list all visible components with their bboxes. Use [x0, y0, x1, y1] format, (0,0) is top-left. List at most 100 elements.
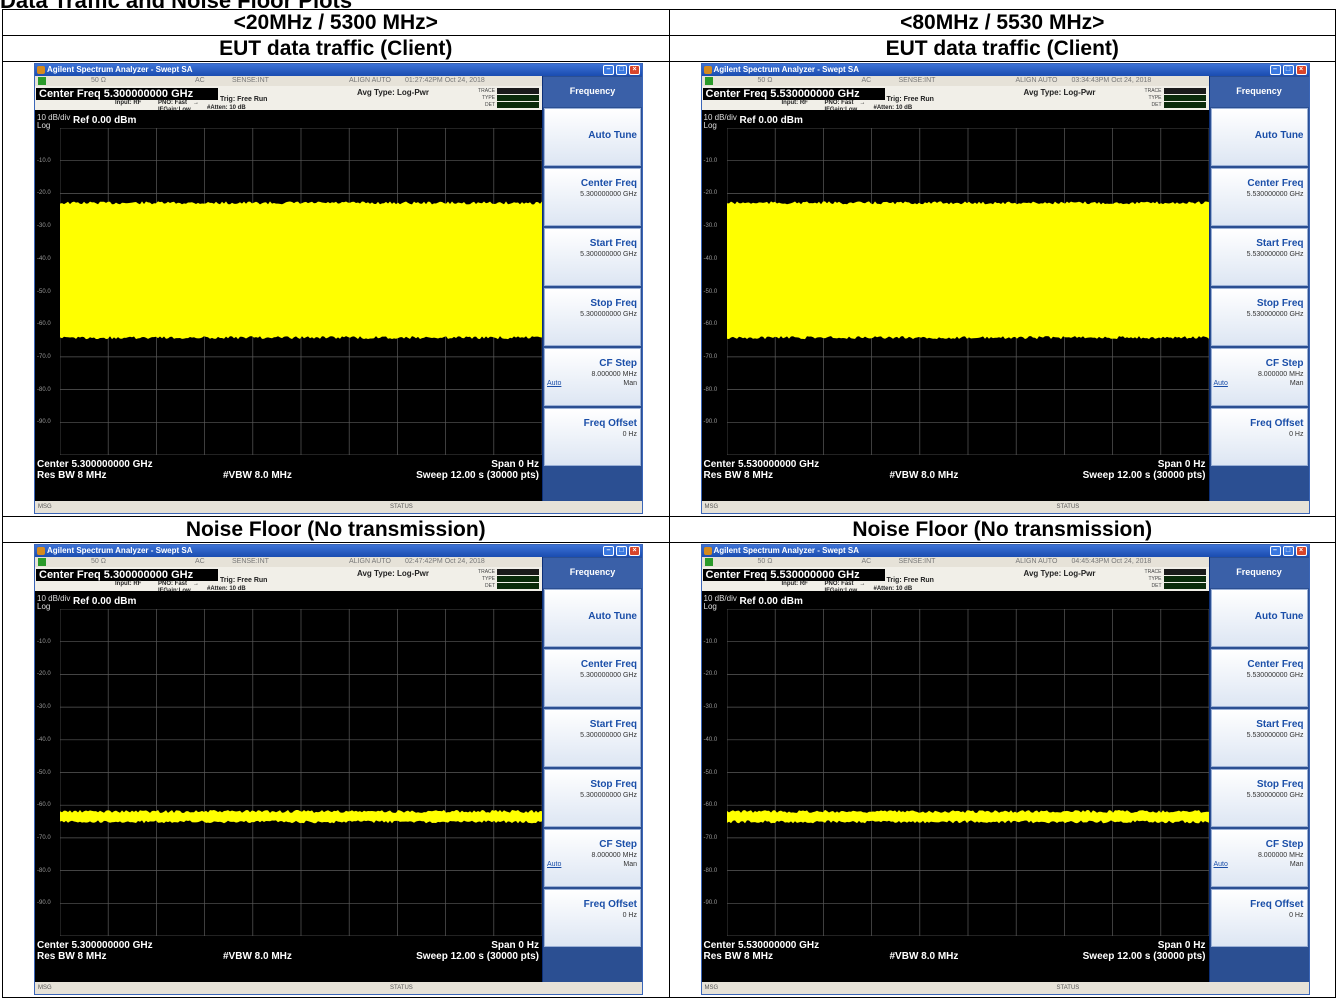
softkey-label: Start Freq [1256, 719, 1304, 730]
trace-det-box [1163, 102, 1206, 108]
softkey-freq-offset[interactable]: Freq Offset 0 Hz [1210, 408, 1308, 466]
softkey-cf-step[interactable]: CF Step 8.000000 MHz Auto Man [1210, 348, 1308, 406]
softkey-start-freq[interactable]: Start Freq 5.530000000 GHz [1210, 709, 1308, 767]
softkey-auto-option[interactable]: Auto [1213, 861, 1228, 868]
softkey-center-freq[interactable]: Center Freq 5.530000000 GHz [1210, 168, 1308, 226]
center-freq-display[interactable]: Center Freq 5.530000000 GHz [702, 88, 885, 100]
avg-type-label: Avg Type: Log-Pwr [357, 88, 429, 97]
close-icon[interactable]: × [1295, 65, 1307, 75]
maximize-icon[interactable]: □ [1282, 546, 1294, 556]
close-icon[interactable]: × [1295, 546, 1307, 556]
center-freq-display[interactable]: Center Freq 5.530000000 GHz [702, 569, 885, 581]
center-freq-display[interactable]: Center Freq 5.300000000 GHz [36, 88, 218, 100]
y-tick-label: -90.0 [703, 419, 718, 426]
softkey-label: Freq Offset [1250, 418, 1304, 429]
window-title-bar[interactable]: Agilent Spectrum Analyzer - Swept SA – □… [35, 545, 642, 557]
message-bar: MSG STATUS [35, 982, 642, 994]
app-icon [37, 547, 45, 555]
minimize-icon[interactable]: – [603, 65, 614, 75]
atten-label: #Atten: 10 dB [873, 586, 913, 592]
softkey-label: Auto Tune [588, 611, 637, 622]
graticule [726, 128, 1209, 455]
softkey-cf-step[interactable]: CF Step 8.000000 MHz Auto Man [544, 829, 641, 887]
softkey-label: Stop Freq [590, 298, 637, 309]
softkey-value: 8.000000 MHz [1257, 852, 1304, 859]
spectrum-analyzer-window: Agilent Spectrum Analyzer - Swept SA – □… [700, 63, 1310, 514]
softkey-value: 0 Hz [1289, 431, 1304, 438]
softkey-label: Freq Offset [583, 418, 637, 429]
softkey-auto-option[interactable]: Auto [547, 861, 562, 868]
menu-title-frequency[interactable]: Frequency [543, 558, 642, 588]
softkey-start-freq[interactable]: Start Freq 5.530000000 GHz [1210, 228, 1308, 286]
menu-title-frequency[interactable]: Frequency [543, 77, 642, 107]
footer-span: Span 0 Hz [491, 459, 539, 470]
trace-band [726, 201, 1209, 340]
softkey-value: 0 Hz [1289, 912, 1304, 919]
softkey-man-option[interactable]: Man [1289, 380, 1304, 387]
app-icon [703, 66, 712, 74]
close-icon[interactable]: × [629, 546, 640, 556]
window-title-bar[interactable]: Agilent Spectrum Analyzer - Swept SA – □… [35, 64, 642, 76]
softkey-man-option[interactable]: Man [1289, 861, 1304, 868]
y-tick-label: -60.0 [37, 321, 51, 328]
rl-indicator-icon [704, 77, 713, 85]
softkey-center-freq[interactable]: Center Freq 5.300000000 GHz [544, 168, 641, 226]
center-freq-display[interactable]: Center Freq 5.300000000 GHz [36, 569, 218, 581]
softkey-start-freq[interactable]: Start Freq 5.300000000 GHz [544, 709, 641, 767]
footer-span: Span 0 Hz [491, 940, 539, 951]
maximize-icon[interactable]: □ [616, 65, 627, 75]
softkey-auto-tune[interactable]: Auto Tune [544, 589, 641, 647]
softkey-stop-freq[interactable]: Stop Freq 5.530000000 GHz [1210, 288, 1308, 346]
y-tick-label: -30.0 [703, 704, 718, 711]
y-tick-label: -10.0 [703, 157, 718, 164]
status-label: STATUS [390, 985, 413, 991]
softkey-label: Center Freq [580, 659, 637, 670]
softkey-auto-tune[interactable]: Auto Tune [1210, 108, 1308, 166]
softkey-auto-tune[interactable]: Auto Tune [544, 108, 641, 166]
menu-title-frequency[interactable]: Frequency [1209, 558, 1309, 588]
close-icon[interactable]: × [629, 65, 640, 75]
softkey-man-option[interactable]: Man [623, 380, 637, 387]
softkey-stop-freq[interactable]: Stop Freq 5.530000000 GHz [1210, 769, 1308, 827]
softkey-cf-step[interactable]: CF Step 8.000000 MHz Auto Man [544, 348, 641, 406]
input-label: Input: RF [115, 100, 142, 106]
footer-res-bw: Res BW 8 MHz [37, 951, 107, 962]
graticule [60, 128, 542, 455]
softkey-freq-offset[interactable]: Freq Offset 0 Hz [1210, 889, 1308, 947]
window-title-bar[interactable]: Agilent Spectrum Analyzer - Swept SA – □… [701, 545, 1309, 557]
menu-title-frequency[interactable]: Frequency [1209, 77, 1309, 107]
maximize-icon[interactable]: □ [1282, 65, 1294, 75]
softkey-label: Start Freq [1256, 238, 1304, 249]
softkey-freq-offset[interactable]: Freq Offset 0 Hz [544, 408, 641, 466]
minimize-icon[interactable]: – [1269, 65, 1281, 75]
y-tick-label: -70.0 [37, 353, 51, 360]
softkey-cf-step[interactable]: CF Step 8.000000 MHz Auto Man [1210, 829, 1308, 887]
pno-label: PNO: Fast [158, 581, 188, 587]
y-tick-label: -40.0 [703, 736, 718, 743]
softkey-stop-freq[interactable]: Stop Freq 5.300000000 GHz [544, 769, 641, 827]
softkey-auto-tune[interactable]: Auto Tune [1210, 589, 1308, 647]
softkey-stop-freq[interactable]: Stop Freq 5.300000000 GHz [544, 288, 641, 346]
softkey-label: CF Step [599, 358, 637, 369]
ref-level-label: Ref 0.00 dBm [739, 115, 803, 126]
minimize-icon[interactable]: – [603, 546, 614, 556]
softkey-center-freq[interactable]: Center Freq 5.300000000 GHz [544, 649, 641, 707]
ref-level-label: Ref 0.00 dBm [73, 596, 137, 607]
impedance-label: 50 Ω [757, 77, 773, 84]
atten-label: #Atten: 10 dB [207, 105, 246, 111]
trace-number-box [1163, 569, 1206, 575]
trace-det-box [1163, 583, 1206, 589]
softkey-freq-offset[interactable]: Freq Offset 0 Hz [544, 889, 641, 947]
softkey-value: 5.530000000 GHz [1246, 251, 1304, 258]
softkey-man-option[interactable]: Man [623, 861, 637, 868]
softkey-center-freq[interactable]: Center Freq 5.530000000 GHz [1210, 649, 1308, 707]
softkey-auto-option[interactable]: Auto [1213, 380, 1228, 387]
maximize-icon[interactable]: □ [616, 546, 627, 556]
minimize-icon[interactable]: – [1269, 546, 1281, 556]
window-title-bar[interactable]: Agilent Spectrum Analyzer - Swept SA – □… [701, 64, 1309, 76]
screenshot-cell: Agilent Spectrum Analyzer - Swept SA – □… [668, 542, 1336, 998]
softkey-start-freq[interactable]: Start Freq 5.300000000 GHz [544, 228, 641, 286]
softkey-auto-option[interactable]: Auto [547, 380, 562, 387]
softkey-value: 5.300000000 GHz [580, 251, 637, 258]
message-bar: MSG STATUS [701, 501, 1309, 513]
